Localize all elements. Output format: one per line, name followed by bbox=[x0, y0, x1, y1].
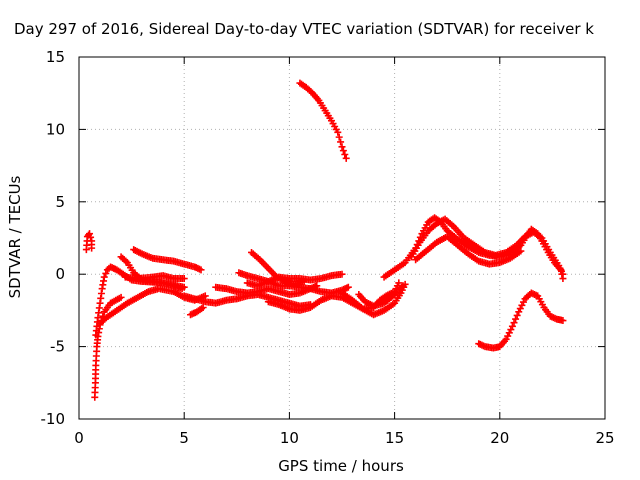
y-tick-label: -10 bbox=[41, 410, 66, 428]
data-point bbox=[88, 244, 96, 252]
data-series bbox=[130, 246, 205, 274]
plot-frame bbox=[78, 56, 606, 420]
data-point bbox=[512, 315, 520, 323]
x-tick-label: 5 bbox=[179, 429, 189, 447]
data-series bbox=[243, 270, 346, 290]
x-tick-label: 20 bbox=[490, 429, 509, 447]
data-point bbox=[197, 266, 205, 274]
data-series bbox=[82, 230, 96, 254]
y-tick-label: 10 bbox=[46, 120, 65, 138]
data-series bbox=[355, 282, 407, 310]
data-point bbox=[338, 143, 346, 151]
data-point bbox=[508, 322, 516, 330]
data-point bbox=[337, 138, 345, 146]
data-point bbox=[180, 275, 188, 283]
data-series bbox=[96, 285, 209, 327]
data-series bbox=[475, 289, 567, 352]
data-series bbox=[212, 282, 321, 298]
data-point bbox=[513, 311, 521, 319]
data-point bbox=[87, 233, 95, 241]
data-point bbox=[559, 270, 567, 278]
data-point bbox=[516, 305, 524, 313]
data-series bbox=[187, 304, 207, 319]
data-point bbox=[342, 154, 350, 162]
data-point bbox=[515, 308, 523, 316]
x-tick-label: 10 bbox=[280, 429, 299, 447]
data-series bbox=[92, 263, 188, 339]
data-point bbox=[86, 230, 94, 238]
data-point bbox=[117, 293, 125, 301]
data-point bbox=[510, 319, 518, 327]
data-point bbox=[335, 133, 343, 141]
x-ticks: 0 5 10 15 20 25 bbox=[74, 57, 615, 447]
y-tick-label: -5 bbox=[50, 338, 65, 356]
x-tick-label: 15 bbox=[385, 429, 404, 447]
data-point bbox=[518, 301, 526, 309]
data-point bbox=[100, 273, 108, 281]
y-tick-label: 15 bbox=[46, 48, 65, 66]
data-series bbox=[121, 272, 188, 283]
data-point bbox=[334, 128, 342, 136]
data-series bbox=[407, 215, 567, 278]
data-series bbox=[380, 214, 567, 283]
grid bbox=[79, 57, 605, 419]
x-tick-label: 25 bbox=[595, 429, 614, 447]
y-tick-label: 5 bbox=[55, 193, 65, 211]
data-point bbox=[102, 269, 110, 277]
data-point bbox=[338, 270, 346, 278]
data-series bbox=[296, 79, 350, 162]
data-point bbox=[395, 279, 403, 287]
data-point bbox=[341, 150, 349, 158]
data-points bbox=[82, 79, 567, 401]
data-point bbox=[507, 326, 515, 334]
data-point bbox=[399, 282, 407, 290]
chart-title: Day 297 of 2016, Sidereal Day-to-day VTE… bbox=[14, 20, 594, 38]
data-point bbox=[339, 147, 347, 155]
data-point bbox=[559, 317, 567, 325]
data-point bbox=[344, 283, 352, 291]
data-point bbox=[505, 329, 513, 337]
y-axis-label: SDTVAR / TECUs bbox=[6, 175, 24, 298]
x-tick-label: 0 bbox=[74, 429, 84, 447]
data-point bbox=[517, 247, 525, 255]
x-axis-label: GPS time / hours bbox=[278, 457, 404, 475]
data-series bbox=[412, 233, 525, 268]
y-tick-label: 0 bbox=[55, 265, 65, 283]
data-point bbox=[199, 304, 207, 312]
y-ticks: -10 -5 0 5 10 15 bbox=[41, 48, 605, 428]
data-point bbox=[178, 285, 186, 293]
